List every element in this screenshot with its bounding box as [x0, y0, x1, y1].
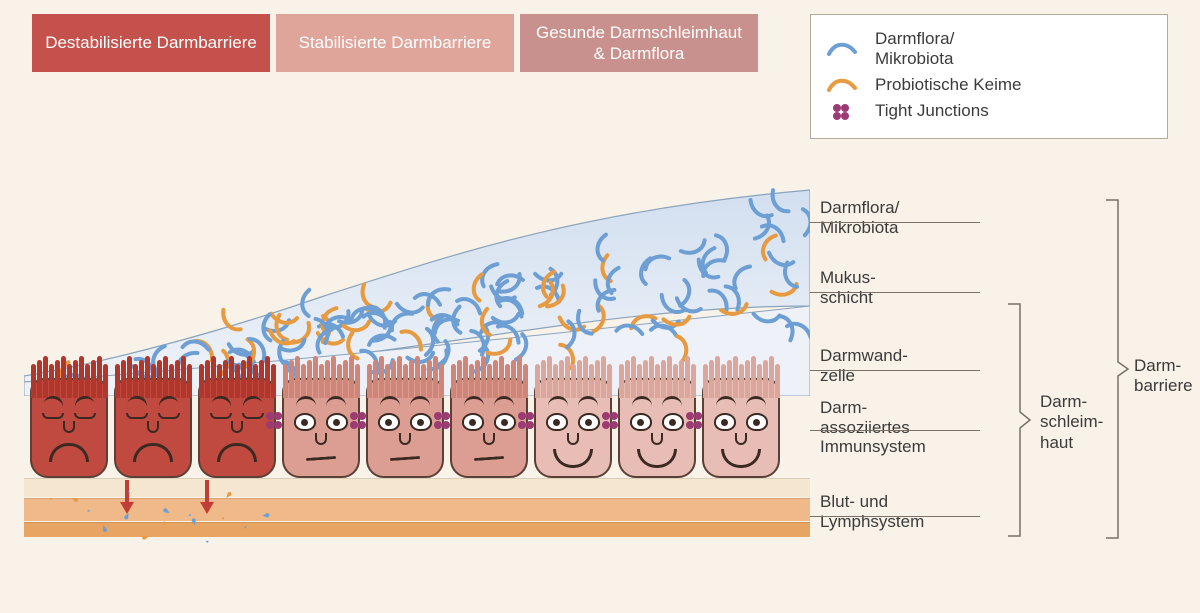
diagram-stage: Destabilisierte Darmbarriere Stabilisier…	[0, 0, 1200, 613]
epithelial-cell	[108, 338, 198, 478]
epithelial-cell	[276, 338, 366, 478]
guide-line	[810, 430, 980, 431]
brace-label-barrier: Darm-barriere	[1134, 356, 1193, 397]
immune-band	[24, 478, 810, 497]
brace-outer	[1102, 196, 1132, 542]
epithelial-cells	[24, 338, 780, 478]
tab-destabilized: Destabilisierte Darmbarriere	[32, 14, 270, 72]
label-mucus: Mukus-schicht	[820, 268, 876, 307]
state-tabs: Destabilisierte Darmbarriere Stabilisier…	[32, 14, 758, 72]
brace-inner	[1004, 300, 1034, 540]
legend-swatch-microbiota	[825, 38, 861, 60]
epithelial-cell	[612, 338, 702, 478]
guide-line	[810, 370, 980, 371]
legend-label: Darmflora/Mikrobiota	[875, 29, 1153, 70]
label-immune: Darm-assoziiertesImmunsystem	[820, 398, 926, 457]
tab-label: Destabilisierte Darmbarriere	[45, 32, 257, 53]
tab-label: Gesunde Darmschleimhaut & Darmflora	[530, 22, 748, 65]
label-flora: Darmflora/Mikrobiota	[820, 198, 899, 237]
tab-healthy: Gesunde Darmschleimhaut & Darmflora	[520, 14, 758, 72]
guide-line	[810, 222, 980, 223]
legend-swatch-probiotic	[825, 74, 861, 96]
leaked-bacterium	[50, 498, 80, 514]
legend-swatch-tj	[825, 100, 861, 122]
label-cell: Darmwand-zelle	[820, 346, 908, 385]
label-blood: Blut- undLymphsystem	[820, 492, 924, 531]
legend-item-probiotic: Probiotische Keime	[825, 74, 1153, 96]
blood-band	[24, 498, 810, 521]
epithelial-cell	[696, 338, 786, 478]
epithelial-cell	[444, 338, 534, 478]
epithelial-cell	[360, 338, 450, 478]
epithelial-cell	[24, 338, 114, 478]
legend-item-microbiota: Darmflora/Mikrobiota	[825, 29, 1153, 70]
epithelial-cell	[528, 338, 618, 478]
guide-line	[810, 292, 980, 293]
tab-label: Stabilisierte Darmbarriere	[299, 32, 492, 53]
guide-line	[810, 516, 980, 517]
tab-stabilized: Stabilisierte Darmbarriere	[276, 14, 514, 72]
epithelial-cell	[192, 338, 282, 478]
legend-item-tj: Tight Junctions	[825, 100, 1153, 122]
brace-label-mucosa: Darm-schleim-haut	[1040, 392, 1103, 453]
legend-label: Probiotische Keime	[875, 75, 1153, 95]
legend-label: Tight Junctions	[875, 101, 1153, 121]
leaked-bacterium	[112, 490, 130, 521]
legend-box: Darmflora/Mikrobiota Probiotische Keime …	[810, 14, 1168, 139]
